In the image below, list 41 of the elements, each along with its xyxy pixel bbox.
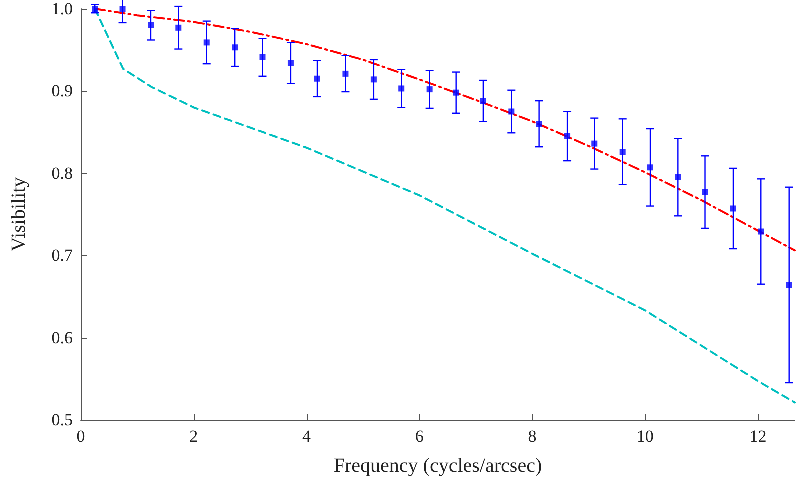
y-tick-label: 1.0 (52, 0, 73, 18)
y-tick-label: 0.5 (52, 410, 73, 430)
point (314, 76, 320, 82)
x-axis-title: Frequency (cycles/arcsec) (334, 455, 542, 477)
y-tick-label: 0.7 (52, 246, 74, 266)
point (702, 189, 708, 196)
y-tick-label: 0.9 (52, 82, 73, 101)
point (204, 40, 210, 46)
point (453, 90, 460, 96)
point (480, 98, 486, 104)
point (232, 44, 238, 51)
point (370, 76, 377, 83)
y-tick-label: 0.6 (52, 328, 73, 348)
point (342, 70, 349, 77)
x-tick-label: 12 (750, 427, 767, 446)
point (92, 6, 98, 12)
point (148, 22, 154, 28)
y-axis-title: Visibility (8, 177, 30, 252)
x-tick-label: 0 (76, 427, 86, 446)
x-tick-label: 2 (190, 427, 198, 446)
point (260, 54, 266, 60)
point (176, 24, 182, 31)
point (508, 108, 515, 115)
x-tick-label: 6 (415, 427, 424, 446)
point (648, 164, 654, 171)
point (564, 133, 571, 140)
point (398, 86, 405, 92)
point (730, 206, 736, 212)
x-tick-label: 4 (302, 427, 312, 446)
point (426, 86, 433, 93)
point (536, 121, 542, 128)
point (288, 60, 294, 66)
point (120, 6, 126, 12)
point (758, 228, 764, 235)
x-tick-label: 8 (528, 427, 537, 446)
point (675, 174, 682, 181)
point (620, 149, 626, 156)
x-tick-label: 10 (636, 427, 654, 446)
point (786, 282, 792, 288)
point (592, 140, 598, 147)
y-tick-label: 0.8 (52, 164, 73, 183)
